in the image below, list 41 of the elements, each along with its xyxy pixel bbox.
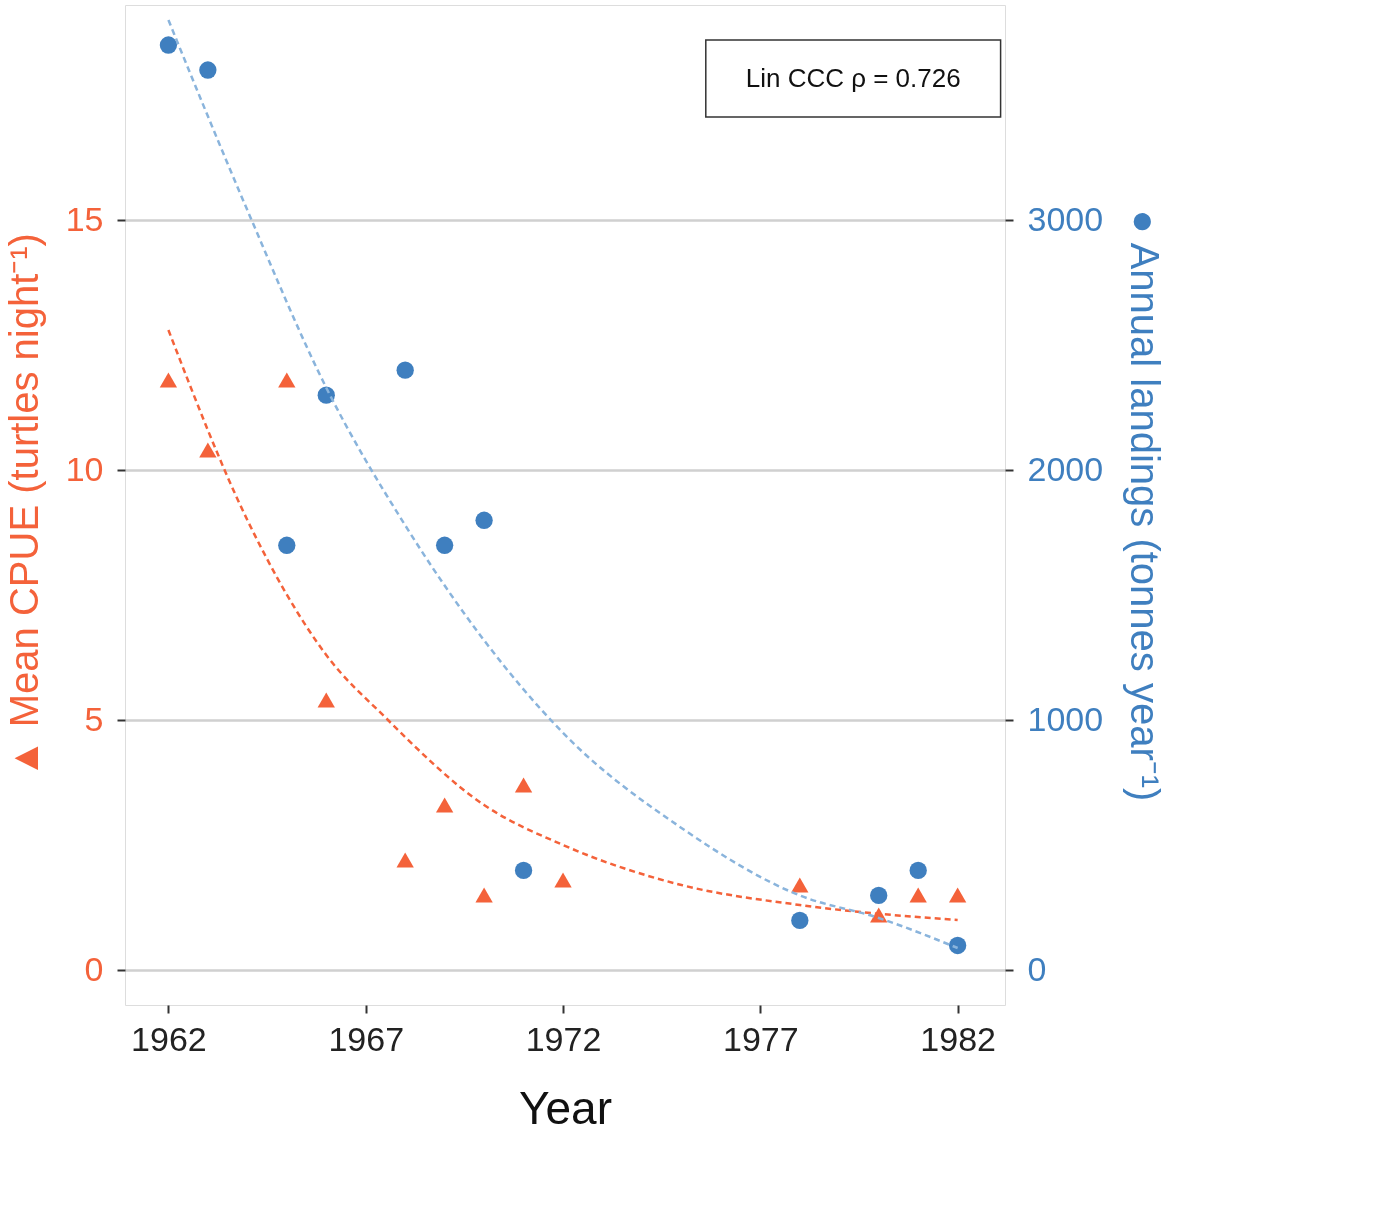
x-tick-label: 1962 <box>131 1019 207 1058</box>
x-axis-title: Year <box>519 1081 612 1134</box>
y2-tick-label: 0 <box>1027 949 1047 988</box>
y-axis-title: ▲ Mean CPUE (turtles night⁻¹) <box>1 233 46 778</box>
point <box>278 372 296 388</box>
point <box>159 36 178 54</box>
x-tick-label: 1972 <box>525 1019 602 1058</box>
y-tick-label: 15 <box>65 199 104 238</box>
y-tick-label: 5 <box>84 699 104 738</box>
x-tick-label: 1967 <box>328 1019 405 1058</box>
point <box>554 872 572 888</box>
point <box>199 61 217 79</box>
point <box>948 936 967 955</box>
annotation: Lin CCC ρ = 0.726 <box>745 62 961 93</box>
point <box>159 372 178 388</box>
x-tick-label: 1982 <box>920 1019 996 1058</box>
point <box>514 777 533 793</box>
point <box>396 361 414 379</box>
x-tick-label: 1977 <box>723 1019 799 1058</box>
point <box>475 511 493 529</box>
point <box>514 861 533 880</box>
line-series <box>167 328 959 922</box>
point <box>870 886 888 905</box>
y2-tick-label: 1000 <box>1027 699 1104 738</box>
y2-tick-label: 2000 <box>1027 449 1104 488</box>
point <box>909 887 927 903</box>
point <box>909 861 927 880</box>
point <box>317 692 335 708</box>
point <box>475 887 493 903</box>
point <box>791 877 809 893</box>
point <box>278 536 296 554</box>
point <box>435 536 454 554</box>
y-tick-label: 0 <box>84 949 104 988</box>
point <box>199 442 217 458</box>
point <box>396 852 414 868</box>
point <box>948 887 967 903</box>
point <box>435 797 454 813</box>
point <box>791 911 809 930</box>
y2-tick-label: 3000 <box>1027 199 1104 238</box>
y2-axis-title: ● Annual landings (tonnes year⁻¹) <box>1123 209 1168 802</box>
y-tick-label: 10 <box>65 449 104 488</box>
